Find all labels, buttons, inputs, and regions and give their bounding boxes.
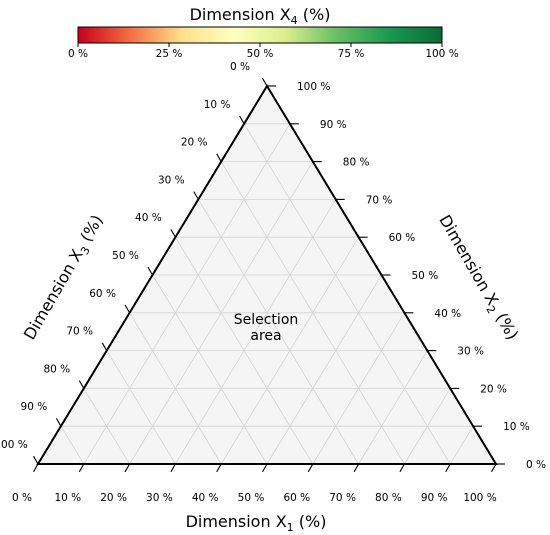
- tick-label: 20 %: [100, 492, 127, 504]
- grid-line: [83, 123, 291, 465]
- selection-area-label-line2: area: [250, 328, 281, 344]
- tick-label: 100 %: [0, 439, 28, 451]
- tick-label: 30 %: [146, 492, 173, 504]
- grid-line: [60, 425, 85, 465]
- tick-mark: [491, 463, 497, 473]
- colorbar-tick-label: 25 %: [156, 48, 183, 60]
- tick-mark: [216, 153, 222, 162]
- tick-label: 60 %: [89, 288, 116, 300]
- tick-label: 30 %: [158, 174, 185, 186]
- tick-label: 90 %: [421, 492, 448, 504]
- right-axis-ticks: 0 % 10 % 20 % 30 % 40 % 50 % 60 % 70 % 80 % 90 % 1…: [267, 81, 546, 471]
- grid-line: [152, 274, 268, 465]
- tick-mark: [262, 463, 268, 473]
- tick-label: 50 %: [112, 250, 139, 262]
- selection-area-label-line1: Selection: [234, 312, 299, 328]
- tick-label: 10 %: [503, 421, 530, 433]
- bottom-axis-ticks: 0 % 10 % 20 % 30 % 40 % 50 % 60 % 70 % 80 % 90 % 1…: [12, 463, 497, 504]
- tick-mark: [78, 380, 85, 389]
- tick-label: 80 %: [43, 363, 70, 375]
- colorbar-tick-label: 50 %: [247, 48, 274, 60]
- axis-title-left: Dimension X3 (%): [20, 211, 109, 344]
- tick-mark: [55, 418, 62, 427]
- colorbar-tick-label: 0 %: [68, 48, 88, 60]
- grid-line: [106, 350, 176, 465]
- tick-mark: [445, 463, 451, 473]
- tick-mark: [307, 463, 314, 473]
- tick-mark: [101, 342, 108, 351]
- colorbar-gradient: [77, 26, 443, 44]
- tick-label: 0 %: [12, 492, 32, 504]
- tick-label: 40 %: [434, 308, 461, 320]
- tick-label: 20 %: [480, 383, 507, 395]
- tick-label: 40 %: [135, 212, 162, 224]
- tick-label: 10 %: [204, 99, 231, 111]
- tick-label: 0 %: [526, 459, 546, 471]
- tick-label: 70 %: [66, 326, 93, 338]
- tick-label: 60 %: [283, 492, 310, 504]
- tick-mark: [239, 115, 245, 125]
- tick-label: 70 %: [329, 492, 356, 504]
- tick-mark: [170, 229, 176, 238]
- tick-mark: [33, 455, 39, 465]
- grid-lines: [60, 123, 474, 465]
- grid-line: [449, 425, 474, 465]
- tick-mark: [262, 77, 268, 87]
- tick-label: 50 %: [412, 270, 439, 282]
- tick-label: 30 %: [457, 346, 484, 358]
- tick-label: 60 %: [389, 232, 416, 244]
- tick-mark: [170, 463, 176, 473]
- colorbar: Dimension X4 (%) 0 % 25 % 50 % 75 % 100 %: [68, 5, 459, 60]
- tick-label: 50 %: [238, 492, 265, 504]
- grid-line: [129, 312, 222, 465]
- grid-line: [266, 274, 382, 465]
- tick-mark: [353, 463, 360, 473]
- grid-line: [243, 123, 451, 465]
- tick-label: 80 %: [375, 492, 402, 504]
- grid-line: [358, 350, 428, 465]
- tick-label: 100 %: [463, 492, 496, 504]
- tick-mark: [33, 463, 39, 473]
- tick-label: 100 %: [297, 81, 330, 93]
- tick-label: 0 %: [230, 61, 250, 73]
- ternary-plot: 0 % 10 % 20 % 30 % 40 % 50 % 60 % 70 % 80 % 90 % 1…: [0, 61, 546, 504]
- tick-label: 90 %: [21, 401, 48, 413]
- tick-label: 40 %: [192, 492, 219, 504]
- tick-mark: [124, 304, 131, 314]
- tick-mark: [193, 191, 199, 200]
- colorbar-tick-label: 75 %: [338, 48, 365, 60]
- tick-mark: [216, 463, 222, 473]
- colorbar-ticks: 0 % 25 % 50 % 75 % 100 %: [68, 43, 459, 60]
- tick-label: 20 %: [181, 137, 208, 149]
- tick-label: 10 %: [54, 492, 81, 504]
- grid-line: [175, 199, 337, 465]
- tick-mark: [399, 463, 405, 473]
- colorbar-tick-label: 100 %: [425, 48, 458, 60]
- grid-line: [220, 161, 405, 465]
- tick-mark: [147, 266, 153, 276]
- axis-title-right: Dimension X2 (%): [433, 211, 522, 344]
- grid-line: [83, 388, 130, 465]
- tick-mark: [124, 463, 131, 473]
- tick-label: 80 %: [343, 157, 370, 169]
- left-axis-ticks: 0 % 10 % 20 % 30 % 40 % 50 % 60 % 70 % 80 % 90 % 1…: [0, 61, 268, 465]
- grid-line: [175, 236, 314, 465]
- tick-label: 90 %: [320, 119, 347, 131]
- colorbar-title: Dimension X4 (%): [190, 5, 331, 27]
- grid-line: [197, 199, 359, 465]
- tick-mark: [78, 463, 85, 473]
- axis-title-bottom: Dimension X1 (%): [186, 512, 327, 534]
- tick-label: 70 %: [366, 194, 393, 206]
